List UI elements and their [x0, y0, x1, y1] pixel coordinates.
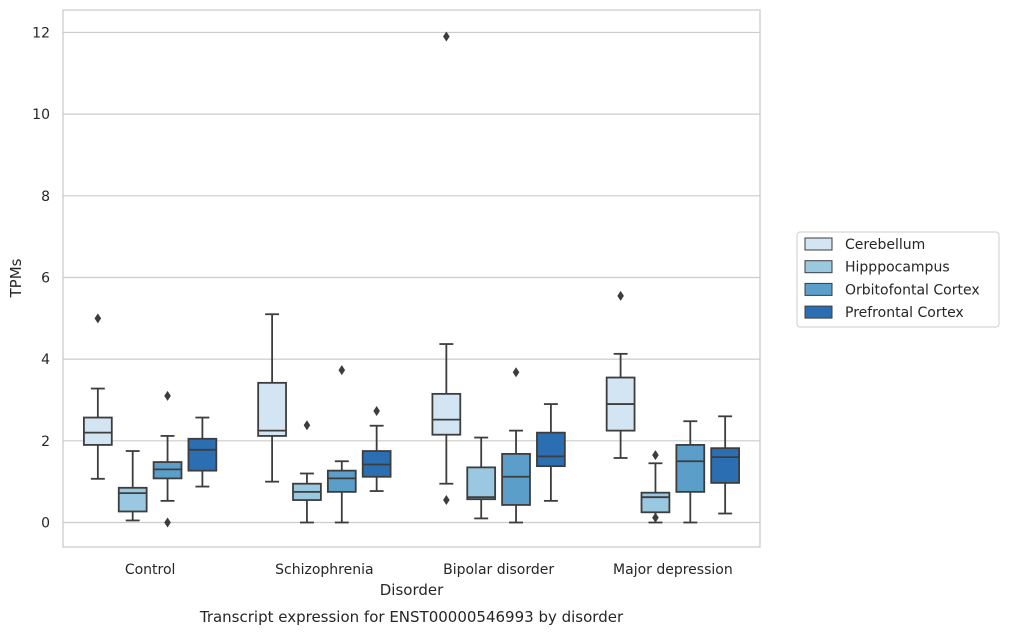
legend-swatch	[804, 305, 833, 319]
box-iqr	[536, 431, 566, 468]
box-cerebellum-0	[83, 313, 113, 480]
outlier-point	[164, 517, 171, 528]
legend-item: Hipppocampus	[804, 260, 950, 276]
box-iqr	[257, 381, 287, 437]
box-iqr	[640, 491, 671, 514]
outlier-point	[373, 406, 380, 417]
outlier-point	[617, 290, 624, 301]
box-prefrontal-cortex-3	[710, 415, 740, 515]
outlier-point	[94, 313, 102, 324]
box-iqr	[466, 466, 497, 501]
legend-label: Orbitofontal Cortex	[845, 282, 980, 298]
box-cerebellum-1	[257, 313, 287, 483]
box-orbitofontal-cortex-0	[152, 390, 183, 528]
y-tick-label: 12	[32, 25, 50, 41]
box-iqr	[187, 437, 218, 472]
gridlines	[63, 31, 760, 524]
x-tick-label: Major depression	[613, 562, 733, 578]
y-axis-ticks: 0 2 4 6 8 10 12	[32, 25, 50, 531]
box-prefrontal-cortex-1	[361, 406, 392, 492]
x-tick-label: Control	[125, 562, 176, 578]
legend: Cerebellum Hipppocampus Orbitofontal Corte…	[796, 231, 1000, 328]
box-iqr	[83, 416, 113, 446]
y-tick-label: 10	[32, 107, 50, 123]
legend-swatch	[804, 260, 833, 274]
legend-item: Cerebellum	[804, 237, 925, 253]
outlier-point	[512, 367, 520, 378]
legend-item: Prefrontal Cortex	[804, 305, 964, 321]
x-tick-label: Bipolar disorder	[443, 562, 554, 578]
y-tick-label: 2	[41, 434, 50, 450]
outlier-point	[652, 450, 659, 461]
box-iqr	[431, 392, 462, 436]
y-axis-label: TPMs	[7, 258, 25, 298]
outlier-point	[303, 420, 311, 431]
outlier-point	[443, 495, 450, 506]
legend-swatch	[804, 282, 833, 296]
outlier-point	[338, 365, 346, 376]
box-iqr	[326, 469, 357, 493]
box-cerebellum-3	[605, 290, 636, 459]
box-cerebellum-2	[431, 31, 462, 506]
box-iqr	[675, 444, 706, 493]
box-orbitofontal-cortex-3	[675, 420, 706, 524]
box-iqr	[710, 447, 740, 484]
y-tick-label: 8	[41, 189, 50, 205]
chart-caption: Transcript expression for ENST0000054699…	[199, 608, 624, 626]
plot-frame	[62, 9, 761, 548]
y-tick-label: 6	[41, 270, 50, 286]
x-axis-label: Disorder	[380, 581, 444, 599]
outlier-point	[164, 390, 171, 401]
y-tick-label: 4	[41, 352, 50, 368]
box-hipppocampus-0	[117, 450, 148, 522]
box-iqr	[501, 452, 531, 506]
box-orbitofontal-cortex-1	[326, 365, 357, 524]
legend-swatch	[804, 237, 833, 251]
box-prefrontal-cortex-2	[536, 403, 566, 502]
legend-label: Prefrontal Cortex	[845, 305, 964, 321]
legend-label: Cerebellum	[845, 237, 925, 253]
y-tick-label: 0	[41, 515, 50, 531]
x-tick-label: Schizophrenia	[275, 562, 373, 578]
outlier-point	[443, 31, 450, 42]
boxes-layer	[83, 31, 740, 528]
box-prefrontal-cortex-0	[187, 416, 218, 488]
box-hipppocampus-3	[640, 450, 671, 524]
legend-label: Hipppocampus	[845, 260, 950, 276]
legend-item: Orbitofontal Cortex	[804, 282, 980, 298]
box-orbitofontal-cortex-2	[501, 367, 531, 524]
x-axis-ticks: Control Schizophrenia Bipolar disorder Majo…	[125, 562, 733, 578]
box-iqr	[117, 486, 148, 513]
box-hipppocampus-2	[466, 436, 497, 520]
legend-frame	[796, 231, 1000, 328]
outlier-point	[652, 512, 659, 523]
box-hipppocampus-1	[292, 420, 322, 524]
